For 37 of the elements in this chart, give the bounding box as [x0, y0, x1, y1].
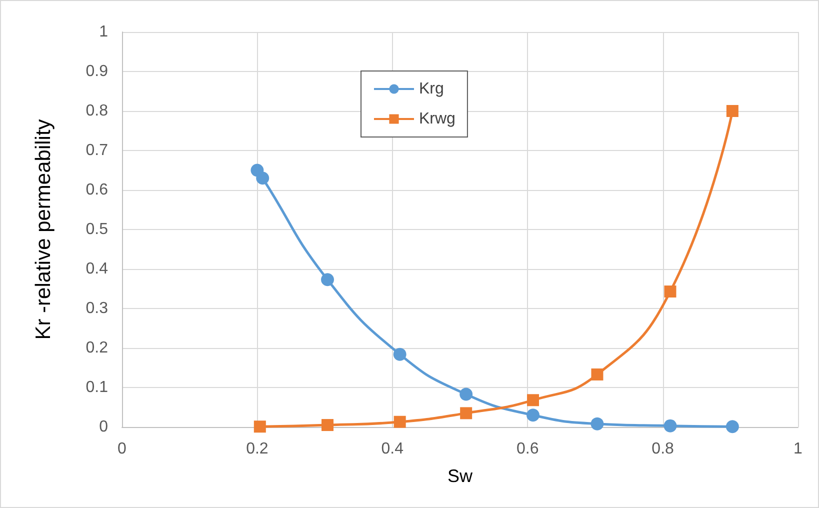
x-tick-label: 0.2	[246, 440, 268, 458]
y-tick-label: 0.5	[86, 221, 108, 238]
x-tick-label: 0.4	[381, 440, 404, 458]
y-tick-label: 0.9	[86, 63, 108, 80]
y-tick-label: 0.4	[86, 260, 108, 278]
x-tick-label: 1	[794, 440, 803, 458]
point	[591, 368, 604, 380]
point	[664, 286, 676, 298]
y-tick-label: 0.6	[86, 182, 108, 198]
point	[526, 408, 540, 422]
point	[664, 419, 677, 432]
point	[393, 348, 406, 361]
point	[527, 394, 540, 406]
point	[254, 420, 266, 433]
x-tick-label: 0.8	[652, 440, 674, 458]
y-tick-label: 0	[99, 418, 108, 436]
x-tick-label: 0.6	[516, 440, 539, 458]
point	[321, 273, 334, 286]
x-tick-label: 0	[118, 440, 127, 458]
y-tick-label: 0.7	[86, 142, 108, 159]
y-tick-label: 0.8	[86, 102, 108, 120]
y-tick-label: 0.1	[86, 379, 108, 396]
legend-label: Krg	[419, 80, 444, 98]
point	[322, 419, 334, 432]
y-axis-title: Kr -relative permeability	[32, 118, 55, 340]
legend-label: Krwg	[419, 110, 456, 128]
point	[256, 172, 270, 185]
point	[460, 407, 472, 420]
y-tick-label: 0.2	[86, 340, 108, 356]
point	[460, 388, 473, 401]
point	[590, 417, 604, 430]
y-tick-label: 1	[99, 24, 108, 40]
x-axis-title: Sw	[447, 466, 474, 486]
y-tick-label: 0.3	[86, 300, 108, 317]
point	[726, 420, 739, 434]
point	[726, 105, 738, 117]
point	[394, 416, 406, 428]
